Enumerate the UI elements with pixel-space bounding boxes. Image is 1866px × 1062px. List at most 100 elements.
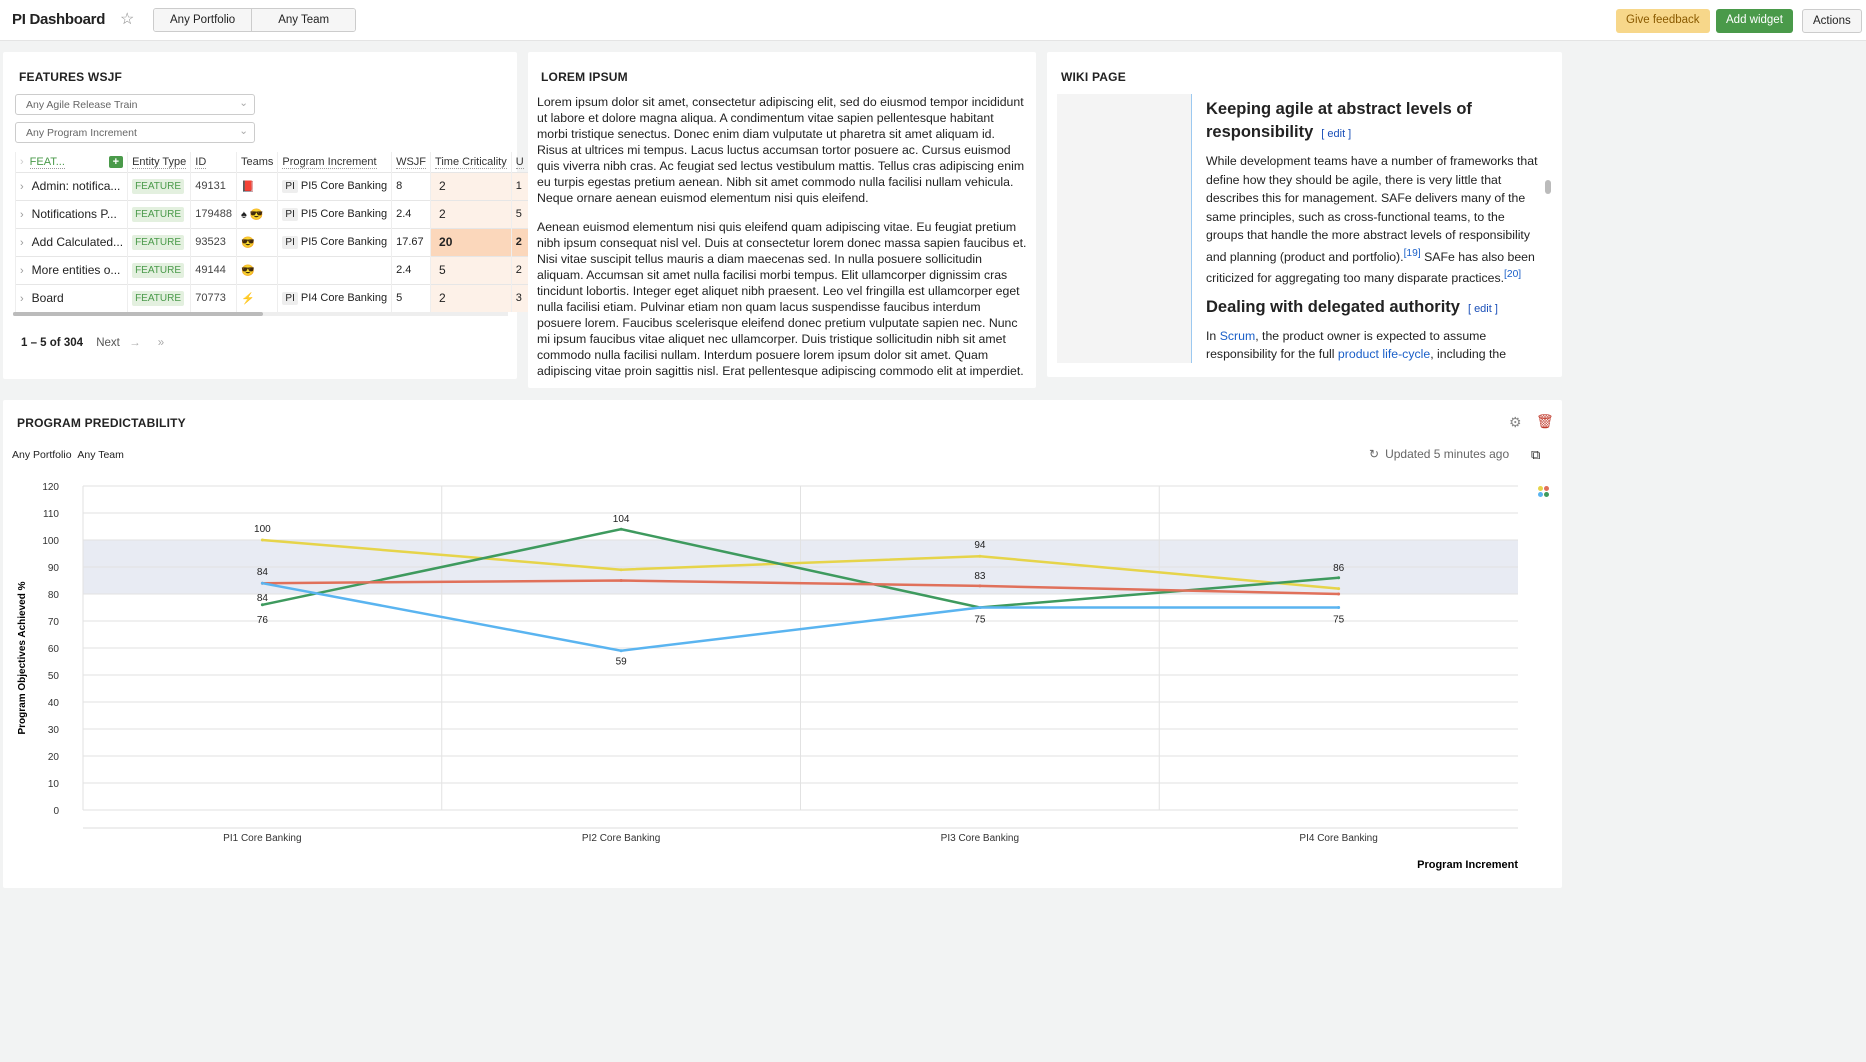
x-tick-label: PI1 Core Banking	[223, 833, 301, 844]
x-tick-label: PI3 Core Banking	[941, 833, 1019, 844]
star-icon[interactable]: ☆	[120, 9, 134, 29]
time-criticality-value: 2	[431, 284, 512, 312]
u-value: 5	[511, 200, 528, 228]
portfolio-filter[interactable]: Any Portfolio	[154, 9, 252, 31]
col-id[interactable]: ID	[195, 156, 206, 169]
pi-badge: PI	[282, 292, 297, 305]
y-tick-label: 70	[48, 617, 60, 628]
add-widget-button[interactable]: Add widget	[1716, 9, 1793, 33]
ref-link[interactable]: [20]	[1504, 269, 1521, 280]
x-tick-label: PI4 Core Banking	[1299, 833, 1377, 844]
select-value: Any Agile Release Train	[26, 99, 137, 111]
pi-name: PI5 Core Banking	[301, 208, 387, 220]
wiki-content: Keeping agile at abstract levels of resp…	[1206, 98, 1541, 372]
lorem-ipsum-widget: LOREM IPSUM Lorem ipsum dolor sit amet, …	[528, 52, 1036, 388]
table-row[interactable]: ›Board FEATURE 70773 ⚡ PIPI4 Core Bankin…	[15, 284, 528, 312]
u-value: 1	[511, 172, 528, 200]
data-point	[978, 584, 981, 587]
expand-chevron-icon[interactable]: ›	[20, 293, 24, 305]
table-row[interactable]: ›Notifications P... FEATURE 179488 ♠ 😎 P…	[15, 200, 528, 228]
data-point	[978, 606, 981, 609]
feature-name[interactable]: More entities o...	[32, 263, 121, 277]
wiki-text: In	[1206, 329, 1220, 343]
y-tick-label: 20	[48, 752, 60, 763]
expand-chevron-icon[interactable]: ›	[20, 181, 24, 193]
col-feature[interactable]: FEAT...	[30, 156, 65, 169]
wiki-sidebar	[1057, 94, 1192, 363]
next-button[interactable]: Next	[96, 337, 120, 349]
team-icons: 😎	[237, 256, 278, 284]
wsjf-value: 2.4	[392, 200, 431, 228]
pi-badge: PI	[282, 208, 297, 221]
features-wsjf-widget: FEATURES WSJF Any Agile Release Train⌄ A…	[3, 52, 517, 379]
last-page-icon[interactable]: »	[158, 337, 164, 349]
col-u[interactable]: U	[516, 156, 524, 169]
entity-type-badge: FEATURE	[132, 235, 184, 250]
col-time-criticality[interactable]: Time Criticality	[435, 156, 507, 169]
table-row[interactable]: ›Add Calculated... FEATURE 93523 😎 PIPI5…	[15, 228, 528, 256]
y-tick-label: 80	[48, 590, 60, 601]
time-criticality-value: 2	[431, 200, 512, 228]
pi-name: PI4 Core Banking	[301, 292, 387, 304]
table-row[interactable]: ›More entities o... FEATURE 49144 😎 2.4 …	[15, 256, 528, 284]
y-tick-label: 30	[48, 725, 60, 736]
col-program-increment[interactable]: Program Increment	[282, 156, 376, 169]
time-criticality-value: 2	[431, 172, 512, 200]
col-entity-type[interactable]: Entity Type	[132, 156, 186, 169]
arrow-right-icon[interactable]: →	[129, 337, 141, 349]
select-value: Any Program Increment	[26, 127, 137, 139]
wiki-text: , including the	[1430, 347, 1506, 361]
x-tick-label: PI2 Core Banking	[582, 833, 660, 844]
data-label: 75	[974, 615, 986, 626]
edit-link[interactable]: [ edit ]	[1468, 303, 1498, 315]
col-wsjf[interactable]: WSJF	[396, 156, 426, 169]
paragraph: Aenean euismod elementum nisi quis eleif…	[537, 219, 1027, 379]
page-title: PI Dashboard	[12, 11, 105, 28]
actions-button[interactable]: Actions	[1802, 9, 1862, 33]
table-row[interactable]: ›Admin: notifica... FEATURE 49131 📕 PIPI…	[15, 172, 528, 200]
horizontal-scrollbar[interactable]	[13, 312, 508, 316]
feature-name[interactable]: Notifications P...	[32, 207, 117, 221]
program-increment-select[interactable]: Any Program Increment⌄	[15, 122, 255, 143]
y-tick-label: 90	[48, 563, 60, 574]
give-feedback-button[interactable]: Give feedback	[1616, 9, 1710, 33]
add-icon[interactable]: +	[109, 156, 123, 168]
wsjf-value: 17.67	[392, 228, 431, 256]
entity-type-badge: FEATURE	[132, 179, 184, 194]
y-tick-label: 0	[53, 806, 59, 817]
data-point	[261, 582, 264, 585]
program-increment-cell: PI PI5 Core Banking	[278, 200, 392, 228]
scrollbar[interactable]	[1545, 180, 1551, 194]
data-label: 75	[1333, 615, 1345, 626]
program-increment-cell	[278, 256, 392, 284]
data-point	[261, 539, 264, 542]
wsjf-value: 8	[392, 172, 431, 200]
u-value: 2	[511, 228, 528, 256]
y-tick-label: 110	[43, 509, 59, 520]
data-label: 83	[974, 571, 986, 582]
data-label: 84	[257, 567, 269, 578]
product-lifecycle-link[interactable]: product life-cycle	[1338, 347, 1430, 361]
predictability-chart: 0102030405060708090100110120PI1 Core Ban…	[3, 400, 1562, 888]
ref-link[interactable]: [19]	[1404, 248, 1421, 259]
feature-name[interactable]: Admin: notifica...	[32, 179, 121, 193]
data-label: 104	[613, 514, 630, 525]
expand-chevron-icon[interactable]: ›	[20, 209, 24, 221]
team-filter[interactable]: Any Team	[252, 9, 355, 31]
release-train-select[interactable]: Any Agile Release Train⌄	[15, 94, 255, 115]
team-icons: ⚡	[237, 284, 278, 312]
pi-name: PI5 Core Banking	[301, 180, 387, 192]
team-icons: 📕	[237, 172, 278, 200]
widget-title: FEATURES WSJF	[19, 70, 122, 84]
page-total: of 304	[50, 337, 83, 349]
expand-chevron-icon[interactable]: ›	[20, 237, 24, 249]
edit-link[interactable]: [ edit ]	[1321, 128, 1351, 140]
scrum-link[interactable]: Scrum	[1220, 329, 1256, 343]
feature-name[interactable]: Board	[32, 291, 64, 305]
expand-chevron-icon[interactable]: ›	[20, 265, 24, 277]
team-icons: 😎	[237, 228, 278, 256]
feature-name[interactable]: Add Calculated...	[32, 235, 123, 249]
u-value: 2	[511, 256, 528, 284]
y-axis-label: Program Objectives Achieved %	[17, 581, 28, 734]
time-criticality-value: 5	[431, 256, 512, 284]
